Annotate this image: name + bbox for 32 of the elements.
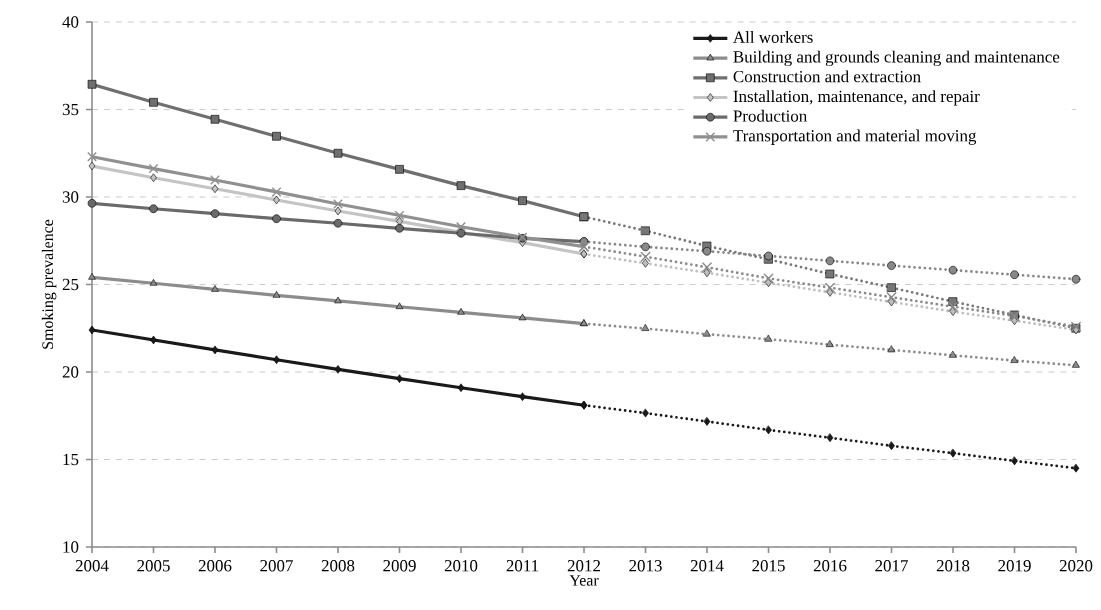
x-tick-label: 2007	[260, 560, 293, 572]
x-tick-label: 2020	[1059, 560, 1093, 572]
y-axis-title: Smoking prevalence	[41, 219, 57, 349]
x-tick-label: 2017	[875, 560, 908, 572]
x-tick-label: 2004	[75, 560, 109, 572]
y-tick-label: 30	[62, 191, 79, 203]
x-tick-label: 2019	[998, 560, 1031, 572]
x-tick-label: 2016	[813, 560, 847, 572]
y-tick-label: 40	[62, 16, 79, 28]
legend-label: Construction and extraction	[733, 70, 921, 83]
x-tick-label: 2009	[383, 560, 416, 572]
x-tick-label: 2012	[567, 560, 600, 572]
x-tick-label: 2005	[137, 560, 170, 572]
x-tick-label: 2013	[629, 560, 662, 572]
x-tick-label: 2014	[690, 560, 724, 572]
x-axis-title: Year	[569, 575, 599, 586]
x-tick-label: 2006	[198, 560, 232, 572]
x-tick-label: 2011	[506, 560, 539, 572]
legend-label: Production	[733, 109, 807, 122]
x-tick-label: 2008	[321, 560, 355, 572]
y-tick-label: 20	[62, 366, 79, 378]
x-tick-label: 2018	[936, 560, 970, 572]
y-tick-label: 15	[63, 453, 79, 466]
y-tick-label: 35	[62, 103, 79, 116]
legend-label: Building and grounds cleaning and maintenance	[733, 50, 1060, 67]
legend-label: Transportation and material moving	[733, 129, 977, 145]
y-tick-label: 10	[63, 541, 79, 553]
legend-label: All workers	[733, 31, 813, 43]
x-tick-label: 2015	[752, 560, 785, 572]
legend-label: Installation, maintenance, and repair	[733, 90, 980, 106]
y-tick-label: 25	[62, 278, 79, 291]
x-tick-label: 2010	[444, 560, 478, 572]
